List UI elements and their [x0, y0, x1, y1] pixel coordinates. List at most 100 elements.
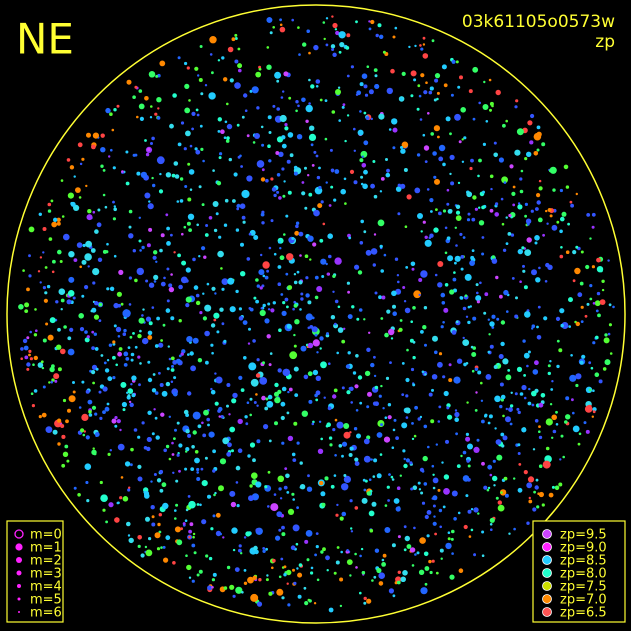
star — [128, 209, 133, 214]
star — [213, 493, 216, 497]
star — [536, 148, 540, 152]
star — [388, 473, 391, 476]
star — [500, 341, 505, 347]
star — [607, 332, 611, 336]
star — [474, 207, 478, 211]
star — [382, 407, 385, 410]
star — [354, 384, 359, 389]
star — [476, 300, 480, 304]
star — [112, 166, 116, 170]
star — [156, 156, 165, 165]
star — [493, 484, 496, 487]
star — [508, 532, 511, 535]
star — [156, 547, 161, 551]
star — [61, 434, 66, 439]
star — [286, 582, 289, 585]
star — [316, 578, 320, 582]
star — [20, 347, 24, 351]
star — [223, 339, 227, 343]
star — [96, 222, 102, 228]
star — [282, 368, 290, 377]
star — [321, 275, 325, 278]
star — [154, 112, 158, 116]
star — [446, 406, 450, 410]
star — [588, 361, 592, 365]
star — [234, 37, 238, 40]
star — [163, 276, 166, 280]
star — [432, 335, 438, 342]
star — [237, 418, 243, 425]
star — [288, 387, 293, 392]
star — [495, 439, 502, 445]
star — [334, 418, 338, 422]
star — [240, 242, 244, 247]
star — [414, 553, 417, 556]
star — [542, 233, 545, 237]
star — [56, 344, 62, 350]
star — [307, 174, 310, 177]
legend-marker — [17, 584, 21, 588]
star — [68, 395, 76, 403]
star — [373, 458, 378, 463]
star — [392, 428, 396, 432]
star — [102, 249, 107, 254]
star — [37, 362, 44, 368]
star — [29, 357, 33, 361]
star — [521, 246, 525, 250]
star — [422, 133, 426, 137]
star — [538, 435, 543, 440]
star — [513, 527, 516, 531]
star — [111, 128, 115, 132]
star — [109, 449, 113, 452]
star — [524, 249, 532, 256]
star — [229, 78, 234, 83]
star — [150, 480, 153, 483]
star — [312, 369, 319, 376]
star — [575, 321, 580, 327]
star — [442, 162, 446, 167]
star — [86, 214, 93, 221]
star — [575, 245, 579, 249]
star — [580, 305, 584, 309]
star — [404, 225, 408, 228]
star — [212, 572, 217, 577]
star — [424, 514, 429, 520]
star — [84, 330, 88, 334]
star — [104, 205, 108, 209]
star — [301, 97, 306, 103]
star — [51, 221, 58, 228]
star — [99, 480, 103, 485]
star — [258, 269, 265, 276]
star — [292, 568, 295, 572]
star — [385, 172, 391, 178]
star — [473, 507, 479, 513]
star — [471, 369, 475, 373]
star — [229, 490, 236, 497]
star — [315, 79, 321, 84]
star — [189, 188, 193, 191]
star — [591, 415, 594, 418]
star — [47, 209, 52, 213]
star — [489, 208, 494, 213]
star — [297, 104, 300, 108]
star — [328, 204, 332, 207]
star — [383, 436, 391, 443]
star — [41, 412, 47, 418]
star — [197, 74, 200, 77]
star — [370, 362, 375, 368]
star — [220, 415, 224, 419]
star — [312, 242, 317, 247]
star — [199, 503, 202, 507]
star — [477, 174, 480, 178]
star — [256, 106, 260, 110]
star — [466, 459, 470, 463]
star — [287, 508, 295, 515]
star — [334, 257, 342, 265]
star — [603, 337, 610, 344]
star — [134, 345, 138, 349]
star — [272, 26, 276, 29]
star — [282, 194, 286, 198]
star — [291, 452, 296, 457]
star — [368, 510, 375, 517]
star — [251, 472, 258, 480]
